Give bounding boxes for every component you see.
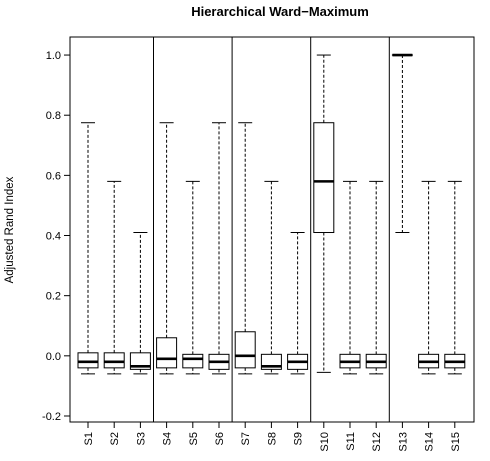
box — [77, 352, 99, 369]
x-tick-label: S13 — [397, 432, 409, 452]
y-axis-label: Adjusted Rand Index — [4, 176, 16, 283]
x-tick-label: S5 — [188, 432, 200, 445]
x-tick-label: S7 — [240, 432, 252, 445]
box — [182, 353, 204, 369]
y-tick-label: 0.4 — [46, 231, 61, 243]
box — [234, 331, 256, 369]
y-tick-label: -0.2 — [42, 411, 61, 423]
x-tick-label: S12 — [371, 432, 383, 452]
y-tick-label: 0.6 — [46, 170, 61, 182]
box — [156, 337, 178, 369]
x-tick-label: S2 — [109, 432, 121, 445]
x-tick-label: S14 — [424, 432, 436, 452]
box — [103, 352, 125, 369]
y-tick-label: 1.0 — [46, 50, 61, 62]
box — [313, 122, 335, 234]
x-tick-label: S11 — [345, 432, 357, 451]
y-tick-label: 0.0 — [46, 351, 61, 363]
x-tick-label: S10 — [319, 432, 331, 452]
x-tick-label: S9 — [293, 432, 305, 445]
x-tick-label: S6 — [214, 432, 226, 445]
plot-area: -0.2 0.0 0.2 0.4 0.6 0.8 1.0 S1 S2 S3 S4 S5 S6 S7 S8 S9… — [42, 36, 475, 452]
y-tick-label: 0.8 — [46, 110, 61, 122]
x-tick-label: S4 — [162, 432, 174, 445]
chart-title: Hierarchical Ward−Maximum — [191, 4, 369, 19]
x-tick-label: S3 — [135, 432, 147, 445]
y-tick-label: 0.2 — [46, 291, 61, 303]
x-tick-label: S15 — [450, 432, 462, 452]
plot-frame — [69, 36, 475, 423]
x-tick-label: S8 — [266, 432, 278, 445]
x-tick-label: S1 — [83, 432, 95, 445]
